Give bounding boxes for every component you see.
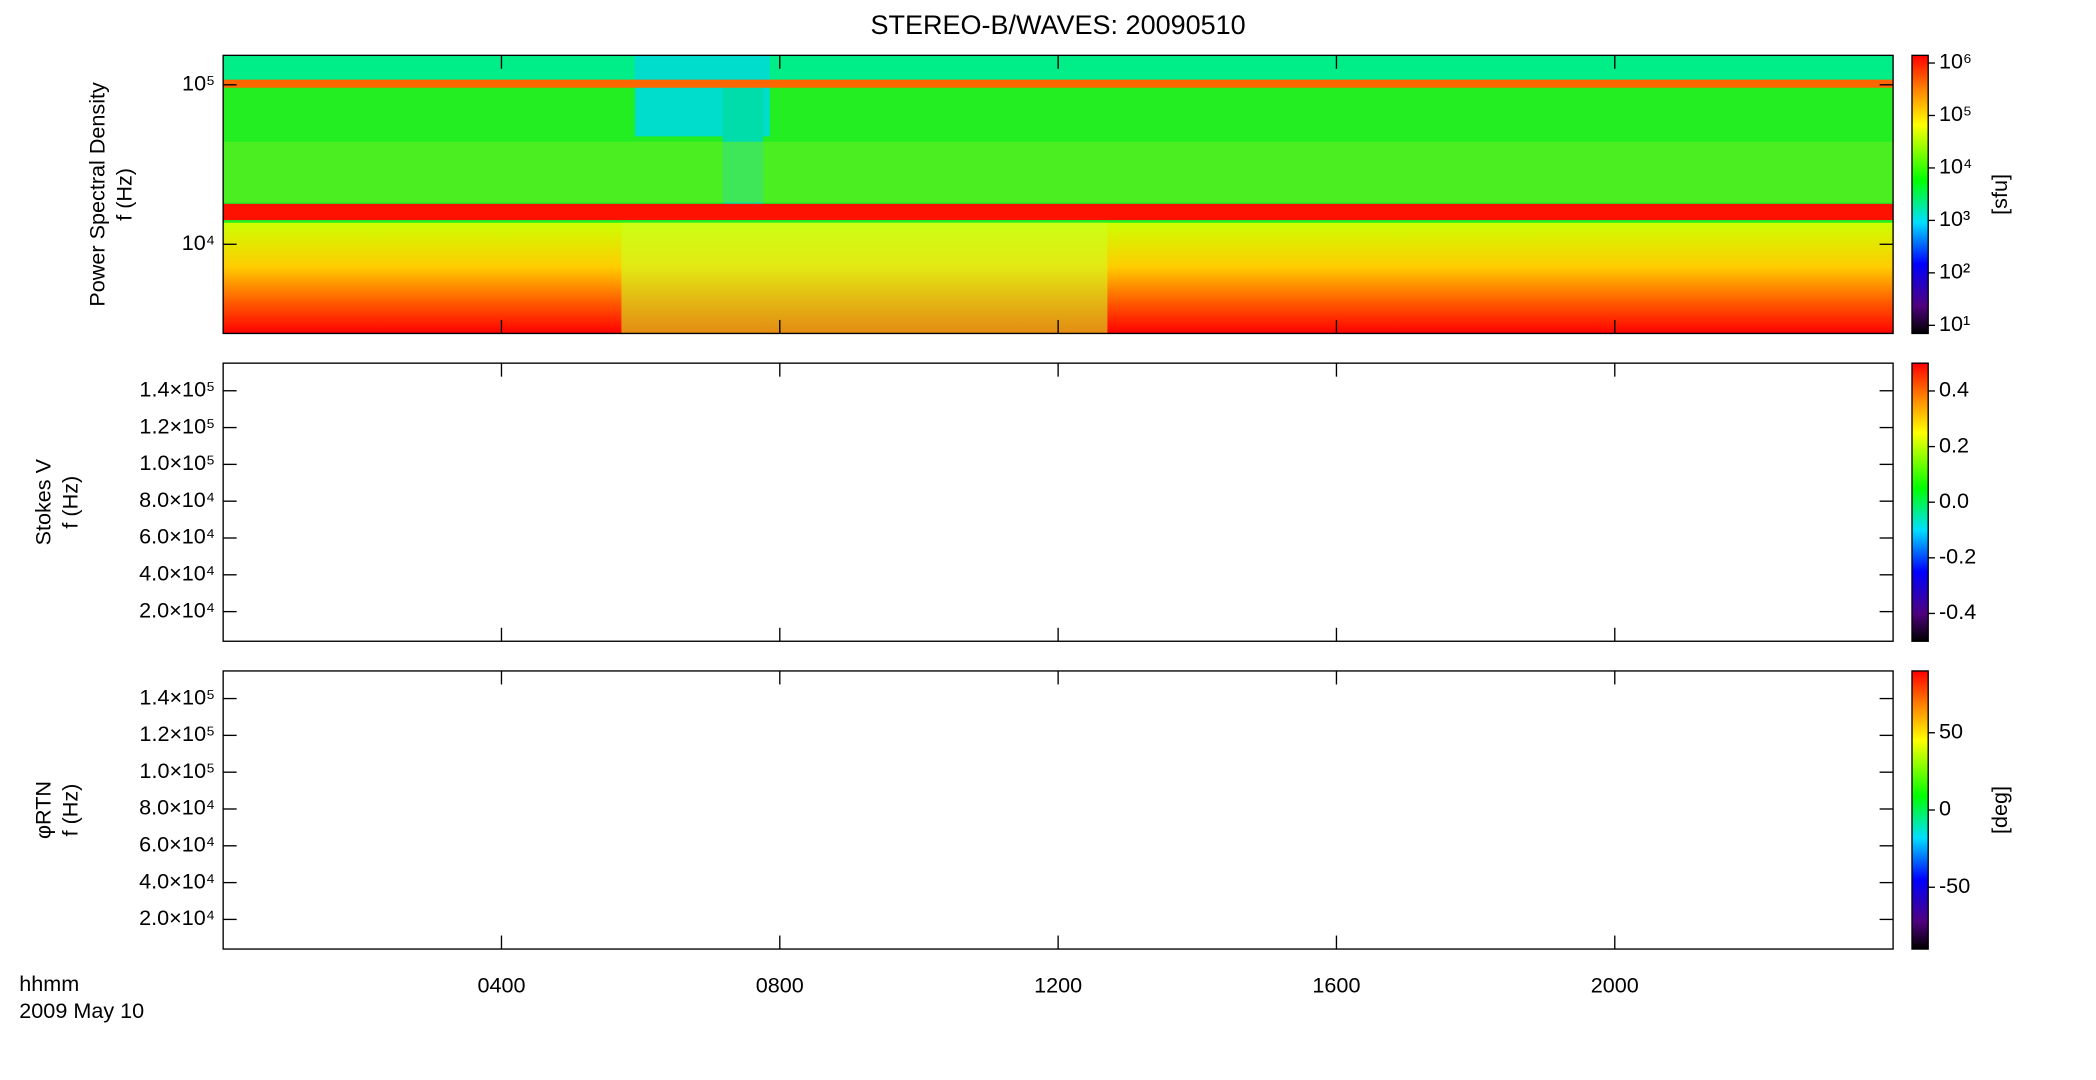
y-axis-label: f (Hz) — [58, 476, 83, 529]
y-tick-label: 1.2×10⁵ — [139, 721, 215, 746]
plot-frame — [222, 362, 1894, 642]
colorbar-tick-label: 10⁴ — [1939, 154, 1972, 179]
colorbar-tick-label: -50 — [1939, 873, 1970, 898]
colorbar — [1911, 670, 1929, 950]
colorbar-tick-label: -0.4 — [1939, 599, 1976, 624]
x-tick-label: 1200 — [1034, 973, 1082, 998]
colorbar-label: [deg] — [1987, 786, 2012, 834]
y-tick-label: 1.4×10⁵ — [139, 376, 215, 401]
x-tick-label: 0800 — [756, 973, 804, 998]
y-tick-label: 1.4×10⁵ — [139, 684, 215, 709]
y-tick-label: 6.0×10⁴ — [139, 832, 215, 857]
y-tick-label: 6.0×10⁴ — [139, 524, 215, 549]
colorbar-tick-label: -0.2 — [1939, 544, 1976, 569]
x-tick-label: 2000 — [1591, 973, 1639, 998]
y-tick-label: 2.0×10⁴ — [139, 597, 215, 622]
colorbar-tick-label: 50 — [1939, 718, 1963, 743]
y-tick-label: 8.0×10⁴ — [139, 795, 215, 820]
colorbar-tick-label: 0 — [1939, 796, 1951, 821]
y-tick-label: 1.2×10⁵ — [139, 413, 215, 438]
y-tick-label: 1.0×10⁵ — [139, 758, 215, 783]
y-tick-label: 10⁵ — [182, 71, 215, 96]
colorbar-tick-label: 0.4 — [1939, 377, 1969, 402]
x-tick-label: 0400 — [477, 973, 525, 998]
x-axis-label: hhmm — [19, 971, 79, 996]
plot-layer: STEREO-B/WAVES: 20090510 10⁴ 10⁵ Power Spec… — [19, 10, 2012, 1023]
y-tick-label: 10⁴ — [182, 230, 215, 255]
y-tick-label: 1.0×10⁵ — [139, 450, 215, 475]
colorbar-label: [sfu] — [1987, 174, 2012, 215]
colorbar — [1911, 54, 1929, 335]
y-axis-label: f (Hz) — [112, 168, 137, 221]
colorbar-tick-label: 0.2 — [1939, 432, 1969, 457]
colorbar-tick-label: 10² — [1939, 259, 1970, 284]
colorbar-tick-label: 0.0 — [1939, 488, 1969, 513]
spectrogram-image — [223, 55, 1894, 334]
y-tick-label: 4.0×10⁴ — [139, 868, 215, 893]
plot-frame — [222, 670, 1894, 950]
colorbar — [1911, 362, 1929, 642]
y-tick-label: 8.0×10⁴ — [139, 487, 215, 512]
y-axis-label: φRTN — [31, 781, 56, 839]
x-axis-label: 2009 May 10 — [19, 998, 144, 1023]
y-tick-label: 2.0×10⁴ — [139, 905, 215, 930]
colorbar-tick-label: 10⁶ — [1939, 49, 1972, 74]
y-tick-label: 4.0×10⁴ — [139, 561, 215, 586]
colorbar-tick-label: 10¹ — [1939, 311, 1970, 336]
y-axis-label: Stokes V — [31, 458, 56, 545]
x-tick-label: 1600 — [1312, 973, 1360, 998]
y-axis-label: Power Spectral Density — [85, 82, 110, 307]
chart-title: STEREO-B/WAVES: 20090510 — [871, 10, 1246, 40]
colorbar-tick-label: 10³ — [1939, 206, 1970, 231]
colorbar-tick-label: 10⁵ — [1939, 101, 1972, 126]
y-axis-label: f (Hz) — [58, 784, 83, 837]
